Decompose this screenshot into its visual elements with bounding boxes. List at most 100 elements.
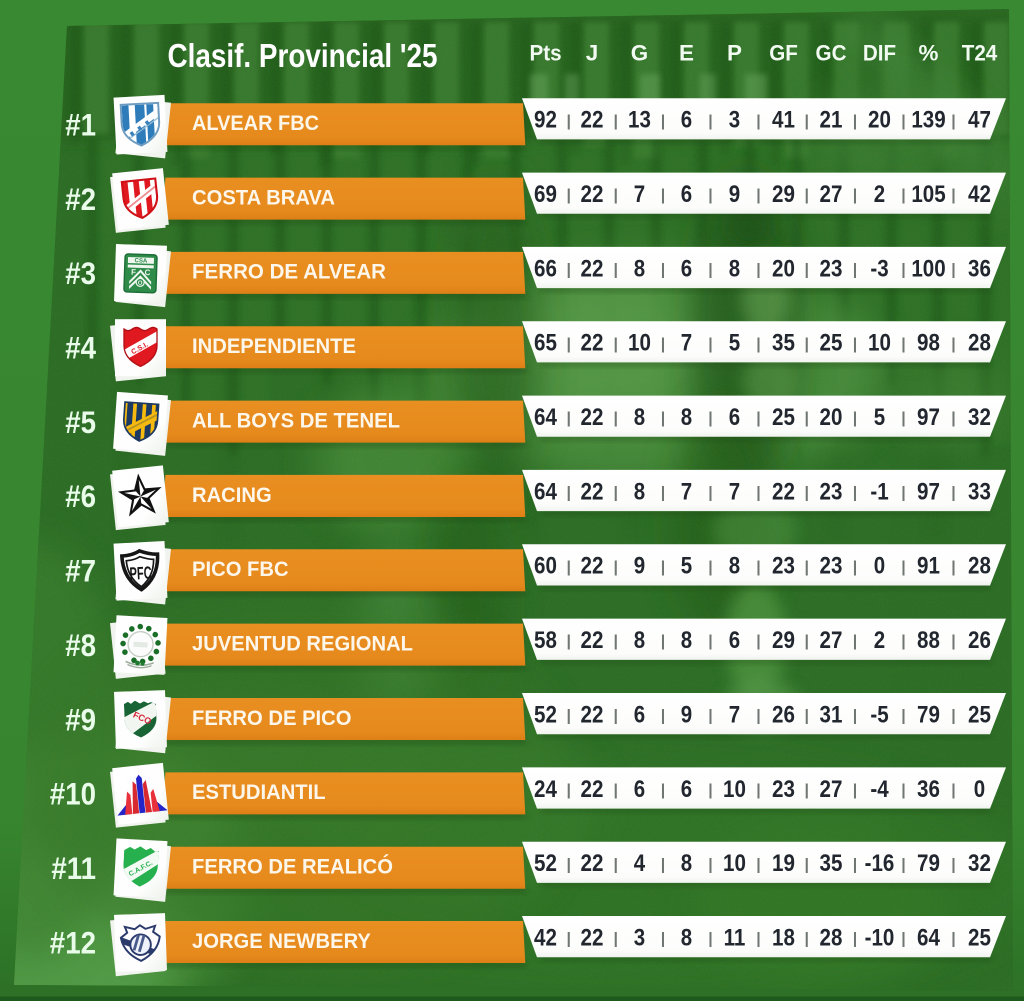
svg-text:|: |: [708, 485, 712, 502]
svg-text:22: 22: [581, 553, 604, 580]
svg-text:|: |: [951, 559, 955, 576]
svg-text:42: 42: [968, 181, 991, 208]
svg-text:32: 32: [968, 404, 991, 431]
svg-text:|: |: [901, 633, 905, 650]
svg-text:|: |: [853, 336, 857, 353]
svg-text:7: 7: [729, 701, 740, 728]
svg-text:28: 28: [968, 330, 991, 357]
svg-text:|: |: [708, 262, 712, 279]
svg-text:J: J: [586, 40, 598, 65]
svg-text:0: 0: [874, 553, 885, 580]
svg-text:8: 8: [681, 627, 692, 654]
svg-text:8: 8: [634, 404, 645, 431]
svg-text:|: |: [805, 336, 809, 353]
svg-text:|: |: [661, 559, 665, 576]
svg-text:DIF: DIF: [863, 40, 896, 65]
svg-text:|: |: [708, 856, 712, 873]
svg-text:65: 65: [534, 330, 557, 357]
svg-text:O: O: [138, 281, 143, 287]
svg-text:|: |: [951, 262, 955, 279]
svg-text:|: |: [853, 485, 857, 502]
svg-text:JORGE NEWBERY: JORGE NEWBERY: [192, 929, 371, 953]
svg-text:|: |: [901, 336, 905, 353]
svg-text:|: |: [756, 782, 760, 799]
svg-text:FERRO DE PICO: FERRO DE PICO: [192, 706, 352, 730]
svg-text:6: 6: [729, 627, 740, 654]
svg-text:6: 6: [634, 776, 645, 803]
svg-text:22: 22: [581, 850, 604, 877]
svg-text:|: |: [901, 559, 905, 576]
svg-text:13: 13: [628, 107, 651, 134]
svg-text:105: 105: [911, 181, 945, 208]
svg-text:P: P: [727, 40, 742, 65]
svg-text:8: 8: [681, 850, 692, 877]
svg-text:|: |: [661, 485, 665, 502]
svg-text:22: 22: [581, 627, 604, 654]
svg-text:47: 47: [968, 107, 991, 134]
svg-text:23: 23: [820, 478, 843, 505]
svg-text:|: |: [756, 336, 760, 353]
svg-text:|: |: [901, 782, 905, 799]
svg-text:35: 35: [820, 850, 843, 877]
svg-text:|: |: [756, 931, 760, 948]
svg-text:|: |: [901, 410, 905, 427]
svg-text:F: F: [131, 268, 136, 277]
svg-text:10: 10: [723, 776, 746, 803]
svg-text:5: 5: [681, 553, 692, 580]
svg-text:|: |: [708, 782, 712, 799]
svg-text:79: 79: [917, 701, 940, 728]
svg-text:|: |: [567, 262, 571, 279]
svg-text:5: 5: [729, 330, 740, 357]
svg-text:26: 26: [772, 701, 795, 728]
svg-text:|: |: [805, 856, 809, 873]
svg-text:4: 4: [634, 850, 646, 877]
svg-text:0: 0: [974, 776, 985, 803]
svg-text:64: 64: [534, 478, 557, 505]
svg-text:E: E: [679, 40, 694, 65]
svg-text:29: 29: [772, 181, 795, 208]
svg-text:9: 9: [729, 181, 740, 208]
svg-text:#12: #12: [50, 924, 96, 960]
svg-text:ESTUDIANTIL: ESTUDIANTIL: [192, 780, 326, 804]
svg-text:22: 22: [581, 924, 604, 951]
svg-text:8: 8: [634, 627, 645, 654]
svg-text:2: 2: [874, 627, 885, 654]
svg-text:23: 23: [772, 553, 795, 580]
svg-text:10: 10: [868, 330, 891, 357]
svg-text:|: |: [805, 262, 809, 279]
svg-text:|: |: [614, 559, 618, 576]
svg-text:#11: #11: [51, 850, 96, 886]
svg-text:22: 22: [581, 776, 604, 803]
svg-text:GF: GF: [769, 40, 798, 65]
svg-text:25: 25: [820, 330, 843, 357]
svg-text:|: |: [756, 559, 760, 576]
svg-text:|: |: [951, 856, 955, 873]
svg-text:|: |: [567, 485, 571, 502]
svg-text:|: |: [661, 187, 665, 204]
svg-text:|: |: [708, 633, 712, 650]
svg-text:|: |: [614, 633, 618, 650]
svg-text:|: |: [756, 856, 760, 873]
svg-text:-4: -4: [870, 776, 889, 803]
svg-text:|: |: [853, 856, 857, 873]
svg-text:22: 22: [772, 478, 795, 505]
svg-text:|: |: [567, 559, 571, 576]
svg-text:8: 8: [729, 255, 740, 282]
svg-text:7: 7: [681, 330, 692, 357]
svg-text:28: 28: [820, 924, 843, 951]
svg-text:-10: -10: [865, 924, 895, 951]
svg-text:6: 6: [729, 404, 740, 431]
svg-text:#2: #2: [65, 181, 96, 217]
svg-text:97: 97: [917, 404, 940, 431]
svg-text:|: |: [853, 187, 857, 204]
svg-text:3: 3: [729, 107, 740, 134]
svg-text:COSTA BRAVA: COSTA BRAVA: [192, 185, 335, 209]
svg-text:|: |: [661, 336, 665, 353]
svg-text:6: 6: [634, 701, 645, 728]
svg-text:7: 7: [729, 478, 740, 505]
svg-text:8: 8: [729, 553, 740, 580]
svg-text:|: |: [951, 410, 955, 427]
svg-text:|: |: [567, 931, 571, 948]
svg-text:|: |: [661, 856, 665, 873]
svg-text:|: |: [661, 113, 665, 130]
